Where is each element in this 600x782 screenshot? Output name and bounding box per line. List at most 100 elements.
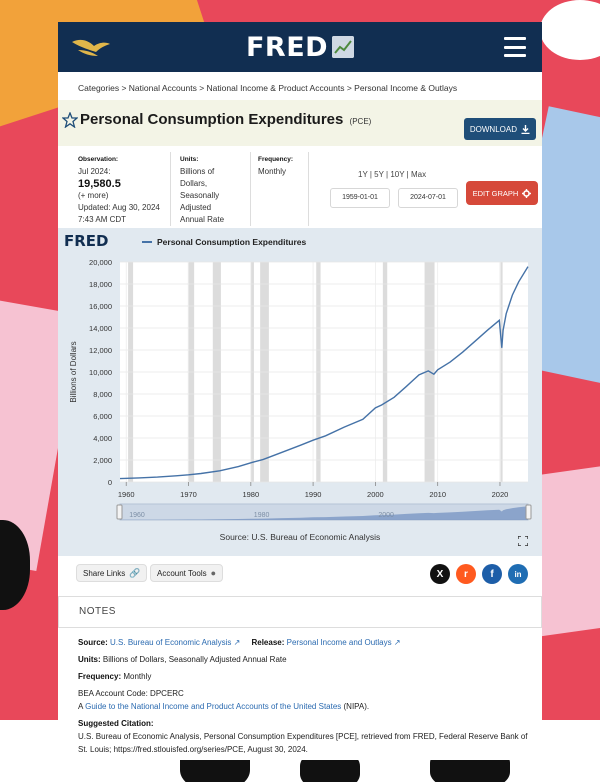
menu-bar bbox=[504, 37, 526, 40]
guide-link[interactable]: Guide to the National Income and Product… bbox=[85, 702, 342, 711]
facebook-share-button[interactable]: f bbox=[482, 564, 502, 584]
series-code: (PCE) bbox=[349, 117, 372, 126]
guide-line: A Guide to the National Income and Produ… bbox=[78, 700, 528, 713]
navigator-handle-left bbox=[116, 504, 123, 520]
download-icon bbox=[521, 124, 530, 134]
chart-legend: Personal Consumption Expenditures bbox=[142, 237, 306, 247]
units-block: Units: Billions of Dollars, Seasonally A… bbox=[180, 154, 224, 226]
frequency-block: Frequency: Monthly bbox=[258, 154, 293, 178]
menu-bar bbox=[504, 54, 526, 57]
bea-code: BEA Account Code: DPCERC bbox=[78, 689, 184, 698]
units-line: Adjusted bbox=[180, 203, 212, 212]
breadcrumb[interactable]: Categories > National Accounts > Nationa… bbox=[78, 83, 458, 93]
download-label: DOWNLOAD bbox=[469, 124, 517, 134]
y-tick-label: 4,000 bbox=[93, 434, 112, 443]
y-tick-label: 18,000 bbox=[89, 280, 112, 289]
download-button[interactable]: DOWNLOAD bbox=[463, 118, 536, 140]
x-share-button[interactable]: X bbox=[430, 564, 450, 584]
x-tick-label: 1970 bbox=[180, 490, 197, 499]
observation-more-link[interactable]: (+ more) bbox=[78, 191, 109, 200]
fred-logo[interactable]: FRED bbox=[246, 32, 355, 63]
units-line: Annual Rate bbox=[180, 215, 225, 224]
hamburger-icon[interactable] bbox=[504, 37, 526, 57]
units-line: Seasonally bbox=[180, 191, 220, 200]
y-tick-label: 12,000 bbox=[89, 346, 112, 355]
units-line: Units: Billions of Dollars, Seasonally A… bbox=[78, 653, 528, 666]
release-link[interactable]: Personal Income and Outlays bbox=[286, 638, 392, 647]
y-tick-label: 0 bbox=[108, 478, 112, 487]
start-date-input[interactable]: 1959-01-01 bbox=[330, 188, 390, 208]
navigator-series bbox=[120, 506, 528, 520]
fullscreen-icon[interactable] bbox=[518, 536, 528, 546]
account-tools-label: Account Tools bbox=[157, 568, 207, 578]
account-tools-button[interactable]: Account Tools ● bbox=[150, 564, 224, 582]
chart-panel: 0 2,000 4,000 6,000 8,000 10,000 12,000 14,000 1… bbox=[58, 228, 542, 556]
observation-block: Observation: Jul 2024: 19,580.5 (+ more)… bbox=[78, 154, 160, 226]
x-tick-label: 1960 bbox=[118, 490, 135, 499]
updated-time: 7:43 AM CDT bbox=[78, 215, 127, 224]
range-10y[interactable]: 10Y bbox=[390, 170, 405, 179]
series-notes: Source: U.S. Bureau of Economic Analysis… bbox=[78, 636, 528, 756]
legend-swatch bbox=[142, 241, 152, 243]
observation-period: Jul 2024: bbox=[78, 167, 111, 176]
link-icon: 🔗 bbox=[129, 567, 141, 578]
edit-graph-button[interactable]: EDIT GRAPH bbox=[466, 181, 538, 205]
chart-source: Source: U.S. Bureau of Economic Analysis bbox=[219, 532, 381, 542]
x-tick-label: 2000 bbox=[367, 490, 384, 499]
range-max[interactable]: Max bbox=[410, 170, 427, 179]
units-label: Units: bbox=[180, 156, 199, 163]
eagle-icon[interactable] bbox=[70, 34, 112, 60]
navigator-label: 2000 bbox=[378, 512, 394, 519]
frequency-value: Monthly bbox=[258, 167, 287, 176]
star-icon[interactable] bbox=[62, 112, 78, 128]
external-link-icon: ↗ bbox=[233, 638, 241, 647]
units-line: Dollars, bbox=[180, 179, 208, 188]
facebook-icon: f bbox=[490, 568, 494, 580]
share-links-button[interactable]: Share Links 🔗 bbox=[76, 564, 148, 582]
pce-line-chart[interactable]: 0 2,000 4,000 6,000 8,000 10,000 12,000 14,000 1… bbox=[58, 228, 542, 556]
observation-label: Observation: bbox=[78, 156, 119, 163]
frequency-value: Monthly bbox=[123, 672, 152, 681]
guide-prefix: A bbox=[78, 702, 86, 711]
end-date-input[interactable]: 2024-07-01 bbox=[398, 188, 458, 208]
x-tick-label: 1990 bbox=[305, 490, 322, 499]
user-icon: ● bbox=[210, 568, 217, 578]
site-header: FRED bbox=[58, 22, 542, 72]
citation-label-line: Suggested Citation: bbox=[78, 717, 528, 730]
source-link[interactable]: U.S. Bureau of Economic Analysis bbox=[110, 638, 232, 647]
navigator-label: 1960 bbox=[129, 512, 145, 519]
release-label: Release: bbox=[251, 638, 285, 647]
divider bbox=[308, 152, 309, 226]
chart-fred-logo: FRED bbox=[64, 232, 109, 250]
range-selector: 1Y | 5Y | 10Y | Max bbox=[358, 170, 427, 179]
range-1y[interactable]: 1Y bbox=[358, 170, 368, 179]
range-5y[interactable]: 5Y bbox=[374, 170, 384, 179]
source-release-line: Source: U.S. Bureau of Economic Analysis… bbox=[78, 636, 528, 649]
chart-badge-icon bbox=[332, 36, 355, 58]
x-tick-label: 2020 bbox=[492, 490, 509, 499]
frequency-label: Frequency: bbox=[78, 672, 122, 681]
fred-page: FRED Categories > National Accounts > Na… bbox=[58, 22, 542, 760]
page-title: Personal Consumption Expenditures (PCE) bbox=[80, 111, 371, 128]
divider bbox=[170, 152, 171, 226]
frequency-label: Frequency: bbox=[258, 156, 294, 163]
external-link-icon: ↗ bbox=[393, 638, 401, 647]
observation-value: 19,580.5 bbox=[78, 178, 121, 190]
reddit-share-button[interactable]: r bbox=[456, 564, 476, 584]
series-line bbox=[119, 266, 529, 480]
guide-suffix: (NIPA). bbox=[341, 702, 370, 711]
citation-label: Suggested Citation: bbox=[78, 719, 154, 728]
units-line: Billions of bbox=[180, 167, 215, 176]
frequency-line: Frequency: Monthly bbox=[78, 670, 528, 683]
navigator-handle-right bbox=[525, 504, 532, 520]
updated-line: Updated: Aug 30, 2024 bbox=[78, 202, 160, 214]
legend-label: Personal Consumption Expenditures bbox=[157, 237, 307, 247]
series-title: Personal Consumption Expenditures bbox=[80, 111, 344, 128]
reddit-icon: r bbox=[464, 568, 468, 580]
linkedin-share-button[interactable]: in bbox=[508, 564, 528, 584]
updated-date: Aug 30, 2024 bbox=[112, 203, 160, 212]
y-tick-label: 6,000 bbox=[93, 412, 112, 421]
y-axis-label: Billions of Dollars bbox=[69, 341, 78, 402]
edit-graph-label: EDIT GRAPH bbox=[472, 188, 519, 198]
source-label: Source: bbox=[78, 638, 108, 647]
